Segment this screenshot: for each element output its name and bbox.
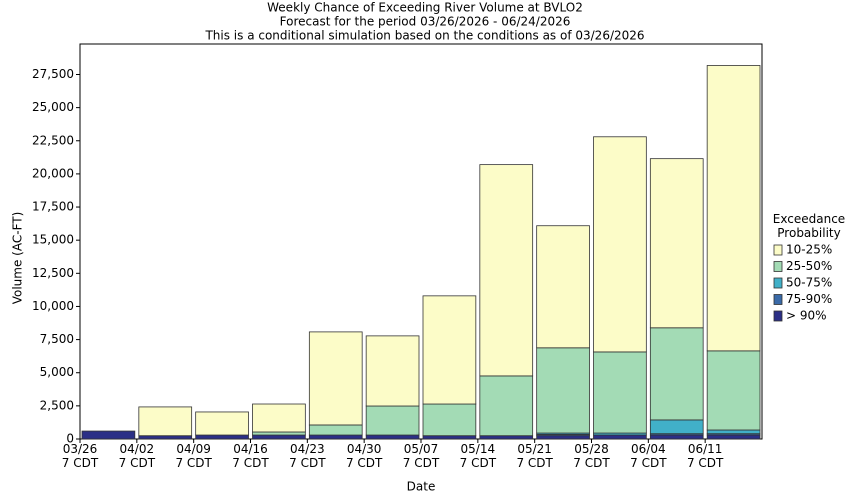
bar-segment bbox=[649, 419, 704, 435]
bar-segment bbox=[422, 295, 477, 405]
x-tick-label: 04/02 7 CDT bbox=[118, 442, 156, 470]
legend-label: 25-50% bbox=[786, 259, 832, 273]
legend-swatch bbox=[773, 310, 783, 322]
x-tick-label: 04/09 7 CDT bbox=[175, 442, 212, 470]
legend-label: 10-25% bbox=[786, 243, 832, 257]
bar-segment bbox=[649, 327, 704, 421]
bar-segment bbox=[81, 430, 136, 440]
chart-subtitle: Forecast for the period 03/26/2026 - 06/… bbox=[280, 15, 571, 29]
legend-title: Exceedance Probability bbox=[772, 212, 846, 240]
bar-segment bbox=[706, 434, 761, 440]
bar-segment bbox=[706, 350, 761, 431]
x-tick-label: 04/16 7 CDT bbox=[232, 442, 269, 470]
bar-segment bbox=[138, 406, 193, 437]
legend-label: > 90% bbox=[786, 309, 827, 323]
y-tick-label: 25,000 bbox=[32, 100, 74, 114]
y-tick-label: 20,000 bbox=[32, 166, 74, 180]
x-tick-label: 06/04 7 CDT bbox=[630, 442, 667, 470]
legend-swatch bbox=[773, 244, 783, 256]
bar-segment bbox=[365, 335, 420, 407]
y-tick-label: 27,500 bbox=[32, 67, 74, 81]
y-tick-label: 17,500 bbox=[32, 200, 74, 214]
legend-swatch bbox=[773, 277, 783, 289]
bar-segment bbox=[422, 435, 477, 440]
bar-segment bbox=[593, 434, 647, 440]
bar-segment bbox=[479, 435, 534, 440]
bar-segment bbox=[252, 431, 306, 436]
y-tick-label: 10,000 bbox=[32, 299, 74, 313]
y-tick-label: 2,500 bbox=[40, 398, 74, 412]
legend-swatch bbox=[773, 261, 783, 272]
chart-note: This is a conditional simulation based o… bbox=[204, 29, 644, 43]
x-axis-label: Date bbox=[407, 480, 436, 494]
bar-segment bbox=[252, 403, 306, 433]
x-tick-label: 06/11 7 CDT bbox=[686, 442, 724, 470]
x-tick-label: 05/28 7 CDT bbox=[573, 442, 610, 470]
bar-segment bbox=[252, 434, 306, 440]
bar-segment bbox=[536, 225, 590, 349]
x-tick-label: 05/21 7 CDT bbox=[516, 442, 553, 470]
chart-title: Weekly Chance of Exceeding River Volume … bbox=[267, 1, 583, 15]
bar-segment bbox=[365, 405, 420, 436]
bar-segment bbox=[706, 429, 761, 435]
x-tick-label: 05/07 7 CDT bbox=[402, 442, 440, 470]
legend-label: 75-90% bbox=[786, 292, 832, 306]
bar-segment bbox=[706, 65, 761, 352]
bar-segment bbox=[195, 434, 249, 440]
y-tick-label: 7,500 bbox=[40, 332, 74, 346]
bar-segment bbox=[536, 435, 590, 440]
y-tick-label: 15,000 bbox=[32, 233, 74, 247]
legend-label: 50-75% bbox=[786, 276, 832, 290]
y-tick-label: 0 bbox=[66, 432, 74, 446]
legend-swatch bbox=[773, 294, 783, 305]
y-axis-label: Volume (AC-FT) bbox=[11, 212, 25, 305]
bar-segment bbox=[422, 403, 477, 437]
y-tick-label: 22,500 bbox=[32, 133, 74, 147]
bar-segment bbox=[138, 435, 193, 440]
bar-segment bbox=[308, 331, 363, 426]
x-tick-label: 05/14 7 CDT bbox=[459, 442, 497, 470]
x-tick-label: 04/23 7 CDT bbox=[289, 442, 326, 470]
bar-segment bbox=[593, 351, 647, 434]
bar-segment bbox=[649, 434, 704, 440]
bar-segment bbox=[308, 434, 363, 440]
bar-segment bbox=[593, 136, 647, 353]
bar-segment bbox=[536, 347, 590, 434]
bar-segment bbox=[365, 434, 420, 440]
bar-segment bbox=[479, 164, 534, 377]
y-tick-label: 5,000 bbox=[40, 365, 74, 379]
x-tick-label: 03/26 7 CDT bbox=[61, 442, 99, 470]
bar-segment bbox=[308, 424, 363, 436]
bar-segment bbox=[479, 375, 534, 437]
y-tick-label: 12,500 bbox=[32, 266, 74, 280]
bar-segment bbox=[649, 158, 704, 329]
x-tick-label: 04/30 7 CDT bbox=[345, 442, 383, 470]
bar-segment bbox=[195, 411, 249, 436]
